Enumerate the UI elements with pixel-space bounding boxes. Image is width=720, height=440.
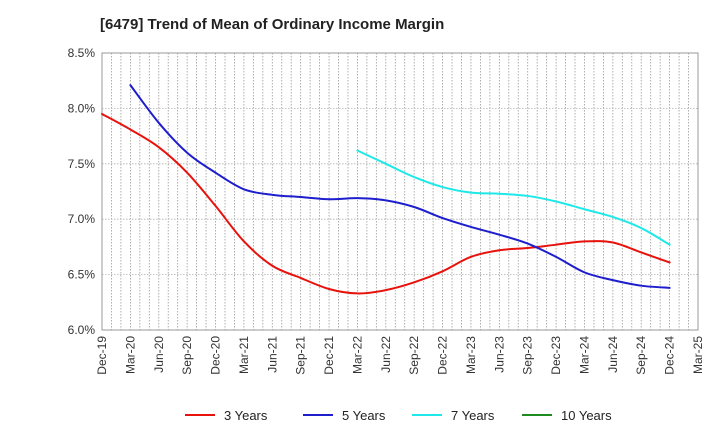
y-tick-label: 6.0% <box>68 323 96 337</box>
plot-area-frame <box>101 52 699 331</box>
x-tick-label: Dec-21 <box>322 336 336 375</box>
legend-label-7-years: 7 Years <box>451 408 495 423</box>
x-tick-label: Mar-21 <box>237 336 251 374</box>
x-tick-label: Dec-19 <box>95 336 109 375</box>
y-tick-label: 7.0% <box>68 212 96 226</box>
y-tick-label: 7.5% <box>68 157 96 171</box>
x-tick-label: Mar-25 <box>691 336 705 374</box>
x-tick-label: Sep-21 <box>294 336 308 375</box>
series-lines <box>101 84 671 295</box>
x-tick-label: Sep-20 <box>180 336 194 375</box>
legend-label-3-years: 3 Years <box>224 408 268 423</box>
x-tick-label: Dec-23 <box>549 336 563 375</box>
x-tick-label: Sep-24 <box>634 336 648 375</box>
y-tick-label: 8.0% <box>68 101 96 115</box>
x-tick-label: Jun-22 <box>379 336 393 373</box>
x-tick-label: Mar-23 <box>464 336 478 374</box>
y-tick-label: 6.5% <box>68 268 96 282</box>
y-tick-label: 8.5% <box>68 46 96 60</box>
x-tick-label: Mar-22 <box>350 336 364 374</box>
legend-label-5-years: 5 Years <box>342 408 386 423</box>
x-tick-label: Jun-21 <box>265 336 279 373</box>
x-tick-label: Sep-22 <box>407 336 421 375</box>
x-tick-label: Dec-24 <box>663 336 677 375</box>
x-tick-label: Sep-23 <box>521 336 535 375</box>
legend-label-10-years: 10 Years <box>561 408 612 423</box>
x-tick-label: Jun-24 <box>606 336 620 373</box>
x-tick-label: Jun-20 <box>152 336 166 373</box>
chart-title: [6479] Trend of Mean of Ordinary Income … <box>100 16 445 33</box>
series-line-5-years <box>129 84 671 289</box>
series-line-3-years <box>101 112 671 295</box>
x-tick-label: Jun-23 <box>492 336 506 373</box>
grid-lines <box>102 52 698 331</box>
x-tick-label: Dec-22 <box>436 336 450 375</box>
series-line-7-years <box>356 149 671 246</box>
x-tick-label: Dec-20 <box>209 336 223 375</box>
x-tick-label: Mar-20 <box>123 336 137 374</box>
x-axis-ticks: Dec-19 Mar-20 Jun-20 Sep-20 Dec-20 Mar-21 Jun-… <box>95 336 705 375</box>
legend: 3 Years 5 Years 7 Years 10 Years <box>185 408 612 423</box>
y-axis-ticks: 6.0% 6.5% 7.0% 7.5% 8.0% 8.5% <box>68 46 96 337</box>
x-tick-label: Mar-24 <box>577 336 591 374</box>
